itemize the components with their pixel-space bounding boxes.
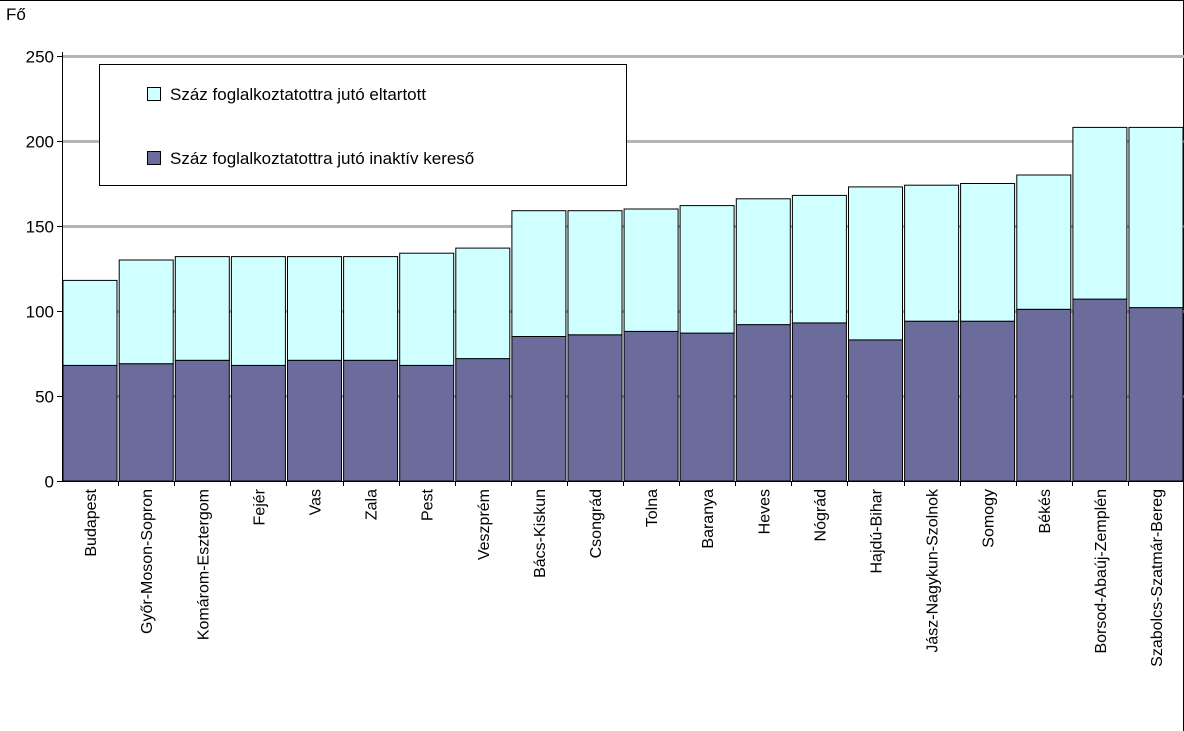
bar-inactive-13 [791,322,847,482]
bar-dependent-1 [118,259,174,365]
bar-inactive-19 [1128,307,1184,482]
legend-label: Száz foglalkoztatottra jutó inaktív kere… [170,149,474,168]
y-tick-label: 250 [26,48,54,67]
bar-dependent-5 [343,256,399,361]
bar-dependent-19 [1128,126,1184,309]
bar-dependent-7 [455,247,511,360]
y-tick-label: 0 [45,473,54,492]
y-axis-label: Fő [6,5,26,24]
x-tick-label: Tolna [644,489,661,527]
y-tick-label: 150 [26,218,54,237]
bar-inactive-9 [567,334,623,482]
bar-dependent-6 [399,252,455,366]
x-tick-label: Somogy [981,489,998,548]
x-tick-label: Zala [364,489,381,520]
legend-box [99,64,627,186]
bar-dependent-15 [904,184,960,322]
legend-swatch [147,87,161,101]
legend-label: Száz foglalkoztatottra jutó eltartott [170,85,426,104]
bar-dependent-4 [287,256,342,361]
bar-inactive-1 [118,363,174,482]
bar-dependent-8 [511,210,567,337]
x-tick-label: Vas [307,489,324,515]
legend-swatch [147,151,161,165]
x-tick-label: Békés [1037,489,1054,533]
bar-dependent-17 [1016,174,1072,310]
bar-inactive-16 [960,320,1016,482]
bar-inactive-8 [511,336,567,482]
x-tick-label: Heves [756,489,773,534]
x-tick-label: Fejér [251,488,268,525]
x-tick-label: Nógrád [812,489,829,541]
x-tick-label: Komárom-Esztergom [195,489,212,640]
bar-dependent-11 [679,205,735,334]
bar-dependent-10 [623,208,679,332]
bar-inactive-11 [679,332,735,482]
x-tick-label: Jász-Nagykun-Szolnok [925,488,942,653]
bar-inactive-6 [399,364,455,482]
y-tick-label: 50 [35,388,54,407]
x-tick-label: Budapest [83,488,100,556]
bar-inactive-7 [455,358,511,482]
bar-inactive-5 [343,359,399,482]
x-tick-label: Győr-Moson-Sopron [139,489,156,634]
y-tick-label: 200 [26,133,54,152]
bar-dependent-18 [1072,126,1128,300]
x-tick-label: Veszprém [476,489,493,560]
x-tick-label: Baranya [700,489,717,549]
bar-inactive-0 [62,364,118,482]
bar-inactive-3 [230,364,286,482]
bar-dependent-2 [174,256,230,361]
bar-inactive-2 [174,359,230,482]
bar-dependent-3 [230,256,286,366]
bar-dependent-14 [848,186,903,341]
bar-inactive-15 [904,320,960,482]
bar-inactive-12 [735,324,791,482]
bar-dependent-9 [567,210,623,336]
x-tick-label: Borsod-Abaúj-Zemplén [1093,489,1110,654]
bar-inactive-17 [1016,308,1072,482]
bar-dependent-13 [791,194,847,324]
x-tick-label: Csongrád [588,489,605,558]
bar-dependent-0 [62,279,118,366]
bar-inactive-18 [1072,298,1128,482]
x-tick-label: Szabolcs-Szatmár-Bereg [1149,489,1166,667]
bars-layer [62,126,1184,482]
bar-inactive-10 [623,330,679,482]
legend: Száz foglalkoztatottra jutó eltartott Szá… [99,64,627,186]
y-tick-label: 100 [26,303,54,322]
x-tick-label: Pest [420,488,437,521]
bar-dependent-12 [735,198,791,326]
x-tick-label: Bács-Kiskun [532,489,549,578]
bar-inactive-4 [287,359,342,482]
bar-dependent-16 [960,183,1016,322]
bar-inactive-14 [848,339,903,482]
x-tick-label: Hajdú-Bihar [868,488,885,573]
axis-layer: 0 50 100 150 200 250 Budapest Győr-Moson-Sopron… [26,48,1184,667]
